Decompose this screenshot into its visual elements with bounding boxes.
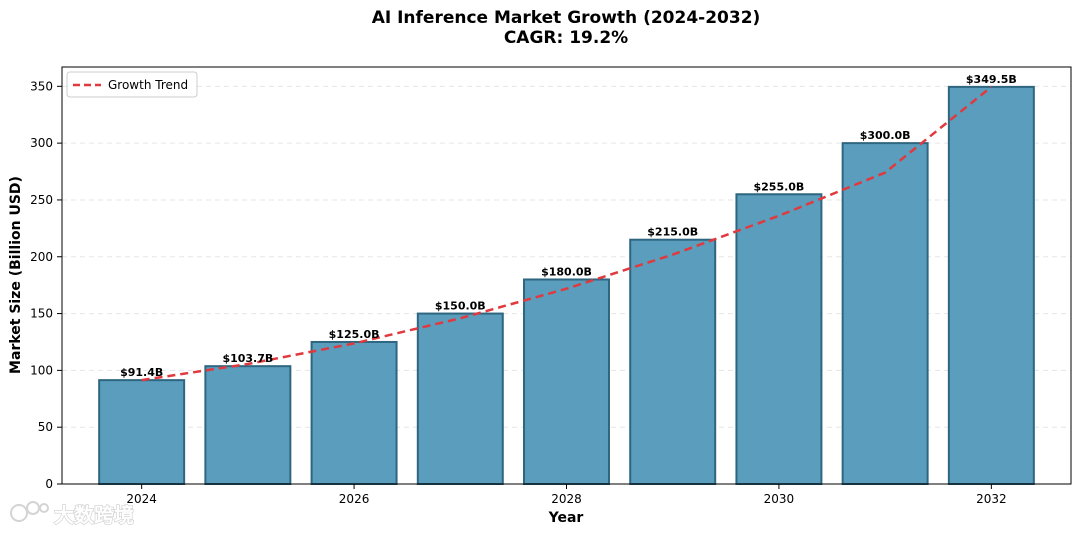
legend-box (66, 71, 198, 98)
bar-2031 (841, 142, 929, 486)
watermark: 大数跨境 (10, 501, 135, 528)
x-tick-label-2028: 2028 (551, 492, 582, 506)
data-labels: $91.4B $103.7B $125.0B $150.0B $180.0B $215.0… (120, 73, 1017, 379)
y-tick-label-100: 100 (30, 363, 53, 377)
bar-2026 (310, 340, 398, 485)
bar-2027 (416, 312, 504, 485)
data-label-2031: $300.0B (860, 129, 911, 142)
bar-2029 (629, 238, 717, 485)
trend-line (141, 85, 993, 382)
data-label-2029: $215.0B (647, 226, 698, 239)
y-tick-label-50: 50 (38, 420, 53, 434)
bar-2028 (523, 278, 610, 485)
y-tick-label-250: 250 (30, 193, 53, 207)
y-tick-label-350: 350 (30, 79, 53, 93)
data-label-2026: $125.0B (329, 328, 380, 341)
bars (98, 85, 1035, 486)
data-label-2028: $180.0B (541, 265, 592, 278)
y-tick-label-0: 0 (45, 477, 53, 491)
data-label-2024: $91.4B (120, 366, 163, 379)
y-tick-label-300: 300 (30, 136, 53, 150)
data-label-2030: $255.0B (753, 180, 804, 193)
logo-icon (10, 501, 49, 522)
chart-subtitle: CAGR: 19.2% (504, 28, 628, 48)
axes: 0 50 100 150 200 250 300 350 2024 2026 2028 2030 203… (30, 79, 1007, 506)
bar-2025 (204, 365, 292, 485)
chart-title: AI Inference Market Growth (2024-2032) (372, 8, 761, 28)
trend-layer (141, 85, 993, 382)
data-label-2027: $150.0B (435, 300, 486, 313)
x-tick-label-2024: 2024 (126, 492, 157, 506)
bar-2024 (98, 379, 186, 485)
x-tick-label-2030: 2030 (764, 492, 795, 506)
y-axis-label: Market Size (Billion USD) (8, 176, 24, 374)
x-tick-label-2026: 2026 (339, 492, 370, 506)
bar-2030 (735, 193, 823, 485)
bar-2032 (947, 85, 1035, 486)
y-tick-label-150: 150 (30, 307, 53, 321)
data-label-2032: $349.5B (966, 73, 1017, 86)
plot-frame (61, 66, 1072, 485)
legend-label-growth-trend: Growth Trend (108, 78, 188, 92)
y-tick-label-200: 200 (30, 250, 53, 264)
data-label-2025: $103.7B (222, 352, 273, 365)
legend: Growth Trend (66, 71, 198, 98)
watermark-text: 大数跨境 (54, 503, 134, 527)
x-axis-label: Year (548, 510, 584, 526)
x-tick-label-2032: 2032 (976, 492, 1007, 506)
